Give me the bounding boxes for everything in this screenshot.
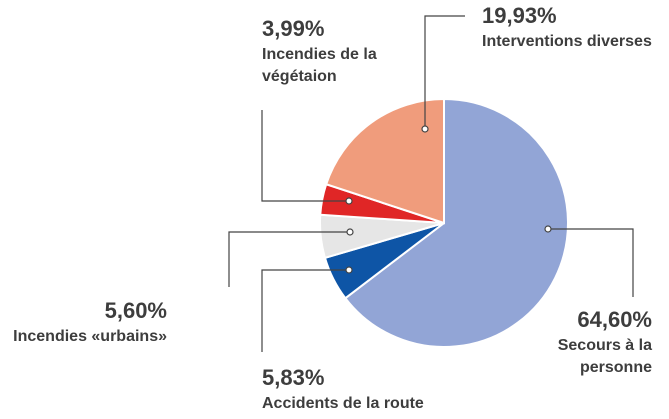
leader-dot-2	[346, 228, 354, 236]
leader-line-1	[261, 269, 349, 352]
pie-slice-0	[343, 97, 569, 348]
leader-dot-0	[544, 225, 552, 233]
slice-category-label-3-line-0: Incendies de la	[262, 46, 377, 63]
leader-dot-4	[421, 125, 429, 133]
slice-value-label-3: 3,99%	[262, 16, 324, 41]
leader-dot-3	[345, 197, 353, 205]
slice-value-label-1: 5,83%	[262, 365, 324, 390]
leader-line-2	[228, 231, 350, 287]
leader-line-0	[548, 228, 634, 297]
slice-value-label-2: 5,60%	[105, 298, 167, 323]
slice-annotation-2: 5,60% Incendies «urbains»	[13, 228, 354, 345]
slice-annotation-4: 19,93% Interventions diverses	[421, 3, 652, 133]
slice-annotation-0: 64,60% Secours à la personne	[544, 225, 652, 376]
slice-category-label-3-line-1: végétaion	[262, 68, 337, 85]
leader-line-4	[424, 15, 465, 129]
pie-labels: 64,60% Secours à la personne 5,83% Accidents…	[13, 3, 652, 412]
pie-slices	[319, 97, 569, 348]
slice-category-label-1-line-0: Accidents de la route	[262, 395, 424, 412]
slice-annotation-3: 3,99% Incendies de la végétaion	[261, 16, 377, 205]
slice-category-label-2-line-0: Incendies «urbains»	[13, 328, 167, 345]
pie-slice-4	[324, 97, 445, 225]
slice-annotation-1: 5,83% Accidents de la route	[261, 266, 424, 412]
slice-value-label-4: 19,93%	[482, 3, 557, 28]
slice-category-label-0-line-1: personne	[580, 359, 652, 376]
leader-line-3	[261, 110, 349, 202]
slice-category-label-4-line-0: Interventions diverses	[482, 33, 652, 50]
leader-dot-1	[345, 266, 353, 274]
slice-category-label-0-line-0: Secours à la	[558, 337, 652, 354]
slice-value-label-0: 64,60%	[577, 307, 652, 332]
